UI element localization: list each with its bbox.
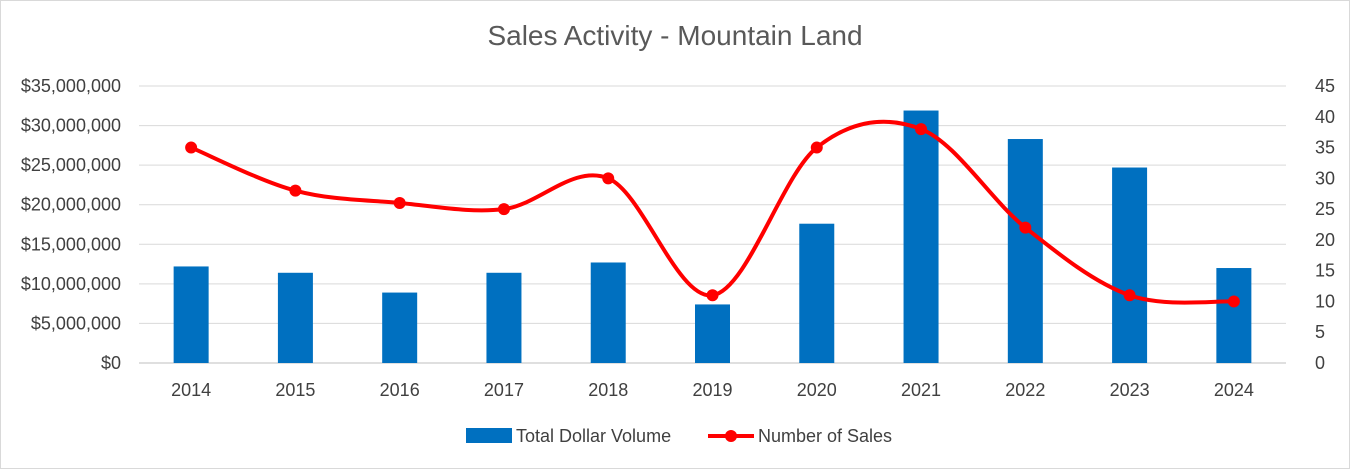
line-point [915, 123, 928, 136]
y-left-tick-label: $0 [101, 353, 121, 373]
line-point [706, 289, 719, 302]
legend-label-number-of-sales: Number of Sales [758, 426, 892, 446]
y-left-tick-label: $15,000,000 [21, 234, 121, 254]
y-left-tick-label: $25,000,000 [21, 155, 121, 175]
line-point [497, 203, 510, 216]
line-point [185, 141, 198, 154]
y-axis-left: $0 $5,000,000 $10,000,000 $15,000,000 $20,00… [21, 76, 121, 373]
bar [1112, 167, 1148, 363]
line-point [1019, 221, 1032, 234]
y-right-tick-label: 35 [1315, 138, 1335, 158]
x-tick-label: 2016 [380, 380, 420, 400]
line-point [602, 172, 615, 185]
x-tick-label: 2020 [797, 380, 837, 400]
legend-swatch-total-dollar-volume [466, 428, 512, 443]
chart-title: Sales Activity - Mountain Land [487, 20, 863, 51]
bar [799, 223, 835, 363]
x-tick-label: 2023 [1110, 380, 1150, 400]
bar [695, 304, 730, 363]
y-right-tick-label: 0 [1315, 353, 1325, 373]
x-tick-label: 2018 [588, 380, 628, 400]
line-point [289, 184, 302, 197]
y-left-tick-label: $5,000,000 [31, 313, 121, 333]
y-right-tick-label: 5 [1315, 322, 1325, 342]
x-tick-label: 2015 [275, 380, 315, 400]
x-tick-label: 2022 [1005, 380, 1045, 400]
sales-line [189, 119, 1236, 305]
y-left-tick-label: $30,000,000 [21, 116, 121, 136]
bar [486, 272, 522, 363]
y-right-tick-label: 10 [1315, 291, 1335, 311]
y-left-tick-label: $10,000,000 [21, 274, 121, 294]
x-tick-label: 2024 [1214, 380, 1254, 400]
line-point [393, 196, 406, 209]
bar [382, 292, 418, 363]
y-right-tick-label: 30 [1315, 168, 1335, 188]
bar [1216, 268, 1252, 363]
y-right-tick-label: 45 [1315, 76, 1335, 96]
bar [590, 262, 626, 363]
legend-label-total-dollar-volume: Total Dollar Volume [516, 426, 671, 446]
line-point [810, 141, 823, 154]
line-point [1227, 295, 1240, 308]
y-right-tick-label: 15 [1315, 261, 1335, 281]
bar [1007, 139, 1043, 363]
bar-series [173, 110, 1252, 363]
gridlines [139, 85, 1286, 364]
x-tick-label: 2017 [484, 380, 524, 400]
bar [277, 272, 313, 363]
x-tick-label: 2014 [171, 380, 211, 400]
x-tick-label: 2019 [692, 380, 732, 400]
y-left-tick-label: $20,000,000 [21, 195, 121, 215]
y-right-tick-label: 25 [1315, 199, 1335, 219]
y-axis-right: 0 5 10 15 20 25 30 35 40 45 [1315, 76, 1335, 373]
bar [903, 110, 939, 363]
legend: Total Dollar Volume Number of Sales [466, 426, 892, 446]
line-point [1123, 289, 1136, 302]
x-axis: 2014 2015 2016 2017 2018 2019 2020 2021 2022 2023… [171, 380, 1254, 400]
legend-swatch-number-of-sales-marker [725, 430, 737, 442]
y-right-tick-label: 20 [1315, 230, 1335, 250]
line-series [185, 119, 1240, 308]
bar [173, 266, 209, 363]
y-right-tick-label: 40 [1315, 107, 1335, 127]
x-tick-label: 2021 [901, 380, 941, 400]
y-left-tick-label: $35,000,000 [21, 76, 121, 96]
